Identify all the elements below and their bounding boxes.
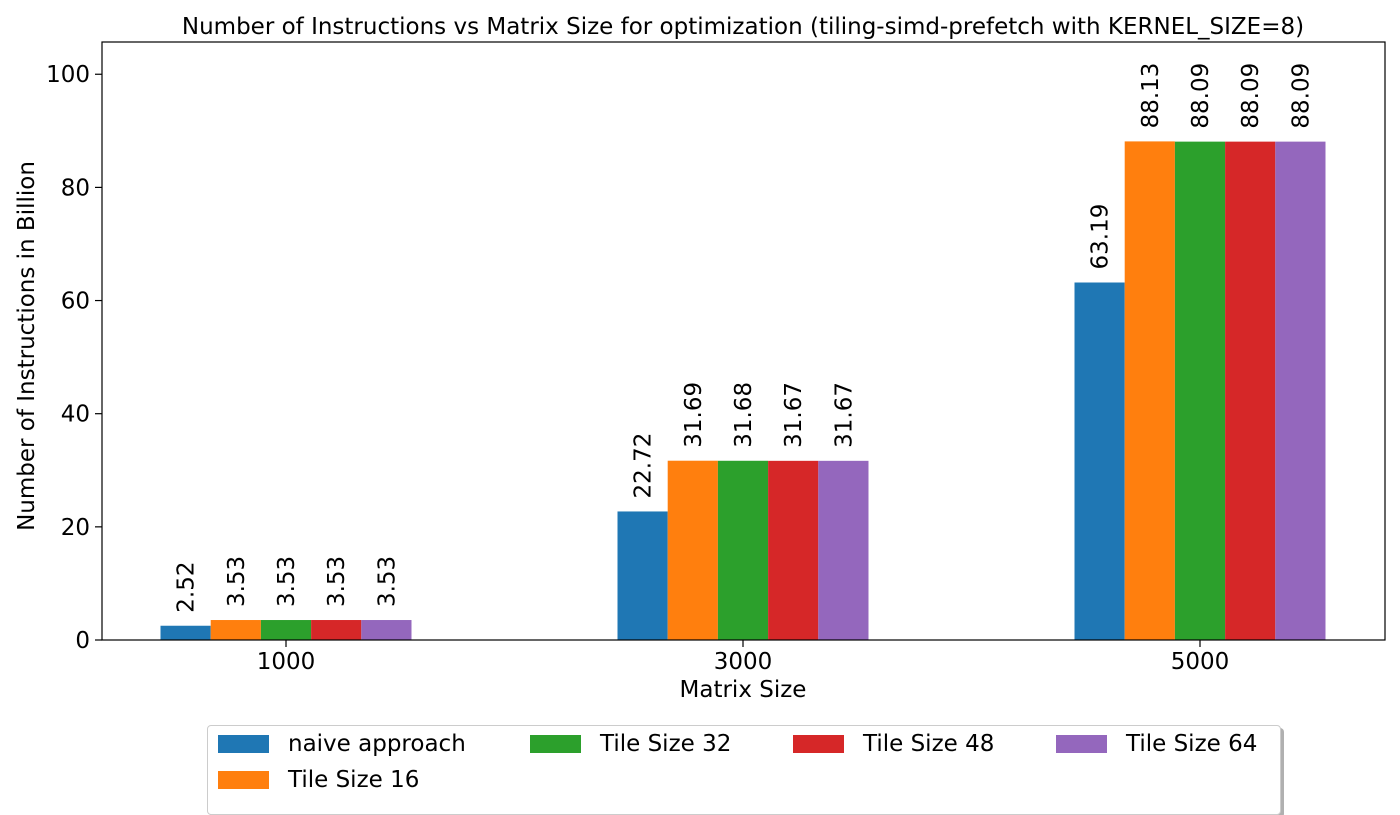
x-axis: 1000 3000 5000: [257, 640, 1230, 675]
bar-value-label: 88.09: [1238, 63, 1264, 129]
legend-label: Tile Size 48: [863, 731, 995, 757]
y-tick-label: 0: [75, 628, 90, 654]
bar: [667, 460, 718, 640]
bar: [1174, 141, 1226, 640]
x-tick-label: 3000: [714, 649, 773, 675]
y-tick-label: 80: [61, 175, 90, 201]
legend-swatch: [793, 735, 844, 753]
bar-value-label: 3.53: [274, 556, 300, 607]
bar: [617, 511, 668, 640]
plot-frame: [101, 41, 1386, 641]
legend-label: Tile Size 64: [1126, 731, 1258, 757]
y-tick-label: 20: [61, 515, 90, 541]
bar-value-label: 22.72: [631, 433, 657, 499]
bar: [311, 620, 362, 640]
x-tick-label: 1000: [257, 649, 316, 675]
bar: [1275, 141, 1326, 640]
legend-item-tile-size-48: Tile Size 48: [793, 731, 994, 757]
legend-label: naive approach: [288, 731, 466, 757]
bar: [717, 460, 769, 640]
bar-value-label: 88.09: [1288, 63, 1314, 129]
legend-item-tile-size-16: Tile Size 16: [218, 767, 419, 793]
legend-swatch: [218, 735, 269, 753]
legend-label: Tile Size 32: [600, 731, 732, 757]
bar-value-label: 2.52: [174, 562, 200, 613]
bar-value-label: 31.69: [681, 382, 707, 448]
legend-item-naive-approach: naive approach: [218, 731, 466, 757]
chart-title: Number of Instructions vs Matrix Size fo…: [182, 14, 1304, 40]
bar-value-label: 31.67: [781, 382, 807, 448]
bar: [361, 620, 412, 640]
bar-chart: Number of Instructions vs Matrix Size fo…: [14, 14, 1386, 703]
bar: [1225, 141, 1276, 640]
y-axis: 0 20 40 60 80 100: [46, 62, 102, 654]
x-axis-label: Matrix Size: [680, 677, 807, 703]
legend-swatch: [1056, 735, 1107, 753]
legend-label: Tile Size 16: [288, 767, 420, 793]
y-tick-label: 60: [61, 289, 90, 315]
bar-value-label: 88.13: [1138, 63, 1164, 129]
bar-value-label: 3.53: [374, 556, 400, 607]
bar-value-label: 63.19: [1088, 204, 1114, 270]
legend: naive approach Tile Size 16 Tile Size 32…: [207, 725, 1281, 815]
bars-layer: [160, 141, 1326, 640]
bar: [768, 460, 819, 640]
legend-item-tile-size-64: Tile Size 64: [1056, 731, 1257, 757]
value-labels-layer: 2.52 22.72 63.19 3.53 31.69 88.13 3.53 31.68 88.…: [174, 63, 1315, 613]
y-tick-label: 100: [46, 62, 90, 88]
bar: [210, 620, 261, 640]
bar-value-label: 31.68: [731, 382, 757, 448]
legend-swatch: [218, 771, 269, 789]
bar-value-label: 3.53: [224, 556, 250, 607]
bar-value-label: 88.09: [1188, 63, 1214, 129]
bar: [1124, 141, 1175, 640]
y-tick-label: 40: [61, 402, 90, 428]
y-axis-label: Number of Instructions in Billion: [14, 161, 40, 531]
legend-swatch: [530, 735, 581, 753]
x-tick-label: 5000: [1171, 649, 1230, 675]
bar: [818, 460, 869, 640]
bar: [160, 625, 211, 640]
bar: [260, 620, 312, 640]
bar-value-label: 31.67: [831, 382, 857, 448]
bar-value-label: 3.53: [324, 556, 350, 607]
bar: [1074, 282, 1125, 640]
legend-item-tile-size-32: Tile Size 32: [530, 731, 731, 757]
